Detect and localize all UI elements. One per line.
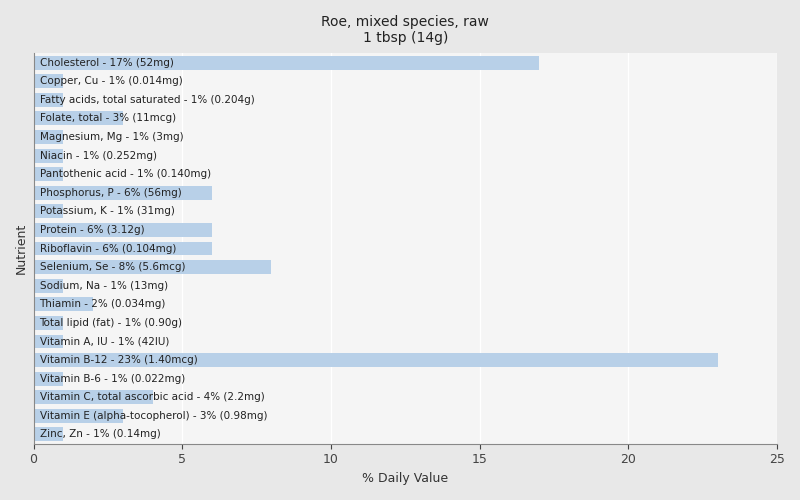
Bar xyxy=(34,372,63,386)
Bar xyxy=(34,242,212,256)
Title: Roe, mixed species, raw
1 tbsp (14g): Roe, mixed species, raw 1 tbsp (14g) xyxy=(322,15,490,45)
Bar xyxy=(34,260,271,274)
Bar xyxy=(34,93,63,107)
Bar xyxy=(34,428,63,442)
Bar xyxy=(34,334,63,348)
Bar xyxy=(34,390,153,404)
Text: Copper, Cu - 1% (0.014mg): Copper, Cu - 1% (0.014mg) xyxy=(39,76,182,86)
Text: Selenium, Se - 8% (5.6mcg): Selenium, Se - 8% (5.6mcg) xyxy=(39,262,185,272)
Text: Protein - 6% (3.12g): Protein - 6% (3.12g) xyxy=(39,225,144,235)
Bar xyxy=(34,278,63,292)
Bar xyxy=(34,353,718,367)
Text: Magnesium, Mg - 1% (3mg): Magnesium, Mg - 1% (3mg) xyxy=(39,132,183,142)
Text: Thiamin - 2% (0.034mg): Thiamin - 2% (0.034mg) xyxy=(39,300,166,310)
Text: Vitamin A, IU - 1% (42IU): Vitamin A, IU - 1% (42IU) xyxy=(39,336,169,346)
Text: Fatty acids, total saturated - 1% (0.204g): Fatty acids, total saturated - 1% (0.204… xyxy=(39,95,254,105)
Bar xyxy=(34,74,63,88)
Text: Potassium, K - 1% (31mg): Potassium, K - 1% (31mg) xyxy=(39,206,174,216)
Text: Zinc, Zn - 1% (0.14mg): Zinc, Zn - 1% (0.14mg) xyxy=(39,430,160,440)
Bar xyxy=(34,167,63,181)
Text: Vitamin C, total ascorbic acid - 4% (2.2mg): Vitamin C, total ascorbic acid - 4% (2.2… xyxy=(39,392,264,402)
Bar xyxy=(34,56,539,70)
Bar xyxy=(34,130,63,144)
Bar xyxy=(34,112,122,126)
X-axis label: % Daily Value: % Daily Value xyxy=(362,472,448,485)
Text: Vitamin B-6 - 1% (0.022mg): Vitamin B-6 - 1% (0.022mg) xyxy=(39,374,185,384)
Text: Pantothenic acid - 1% (0.140mg): Pantothenic acid - 1% (0.140mg) xyxy=(39,169,210,179)
Text: Phosphorus, P - 6% (56mg): Phosphorus, P - 6% (56mg) xyxy=(39,188,182,198)
Bar xyxy=(34,409,122,423)
Text: Sodium, Na - 1% (13mg): Sodium, Na - 1% (13mg) xyxy=(39,280,168,290)
Text: Vitamin E (alpha-tocopherol) - 3% (0.98mg): Vitamin E (alpha-tocopherol) - 3% (0.98m… xyxy=(39,411,267,421)
Text: Cholesterol - 17% (52mg): Cholesterol - 17% (52mg) xyxy=(39,58,174,68)
Y-axis label: Nutrient: Nutrient xyxy=(15,223,28,274)
Text: Riboflavin - 6% (0.104mg): Riboflavin - 6% (0.104mg) xyxy=(39,244,176,254)
Bar xyxy=(34,148,63,162)
Bar xyxy=(34,186,212,200)
Bar xyxy=(34,204,63,218)
Text: Total lipid (fat) - 1% (0.90g): Total lipid (fat) - 1% (0.90g) xyxy=(39,318,182,328)
Text: Folate, total - 3% (11mcg): Folate, total - 3% (11mcg) xyxy=(39,114,176,124)
Text: Vitamin B-12 - 23% (1.40mcg): Vitamin B-12 - 23% (1.40mcg) xyxy=(39,355,198,365)
Bar xyxy=(34,298,93,312)
Bar xyxy=(34,223,212,237)
Bar xyxy=(34,316,63,330)
Text: Niacin - 1% (0.252mg): Niacin - 1% (0.252mg) xyxy=(39,150,157,160)
